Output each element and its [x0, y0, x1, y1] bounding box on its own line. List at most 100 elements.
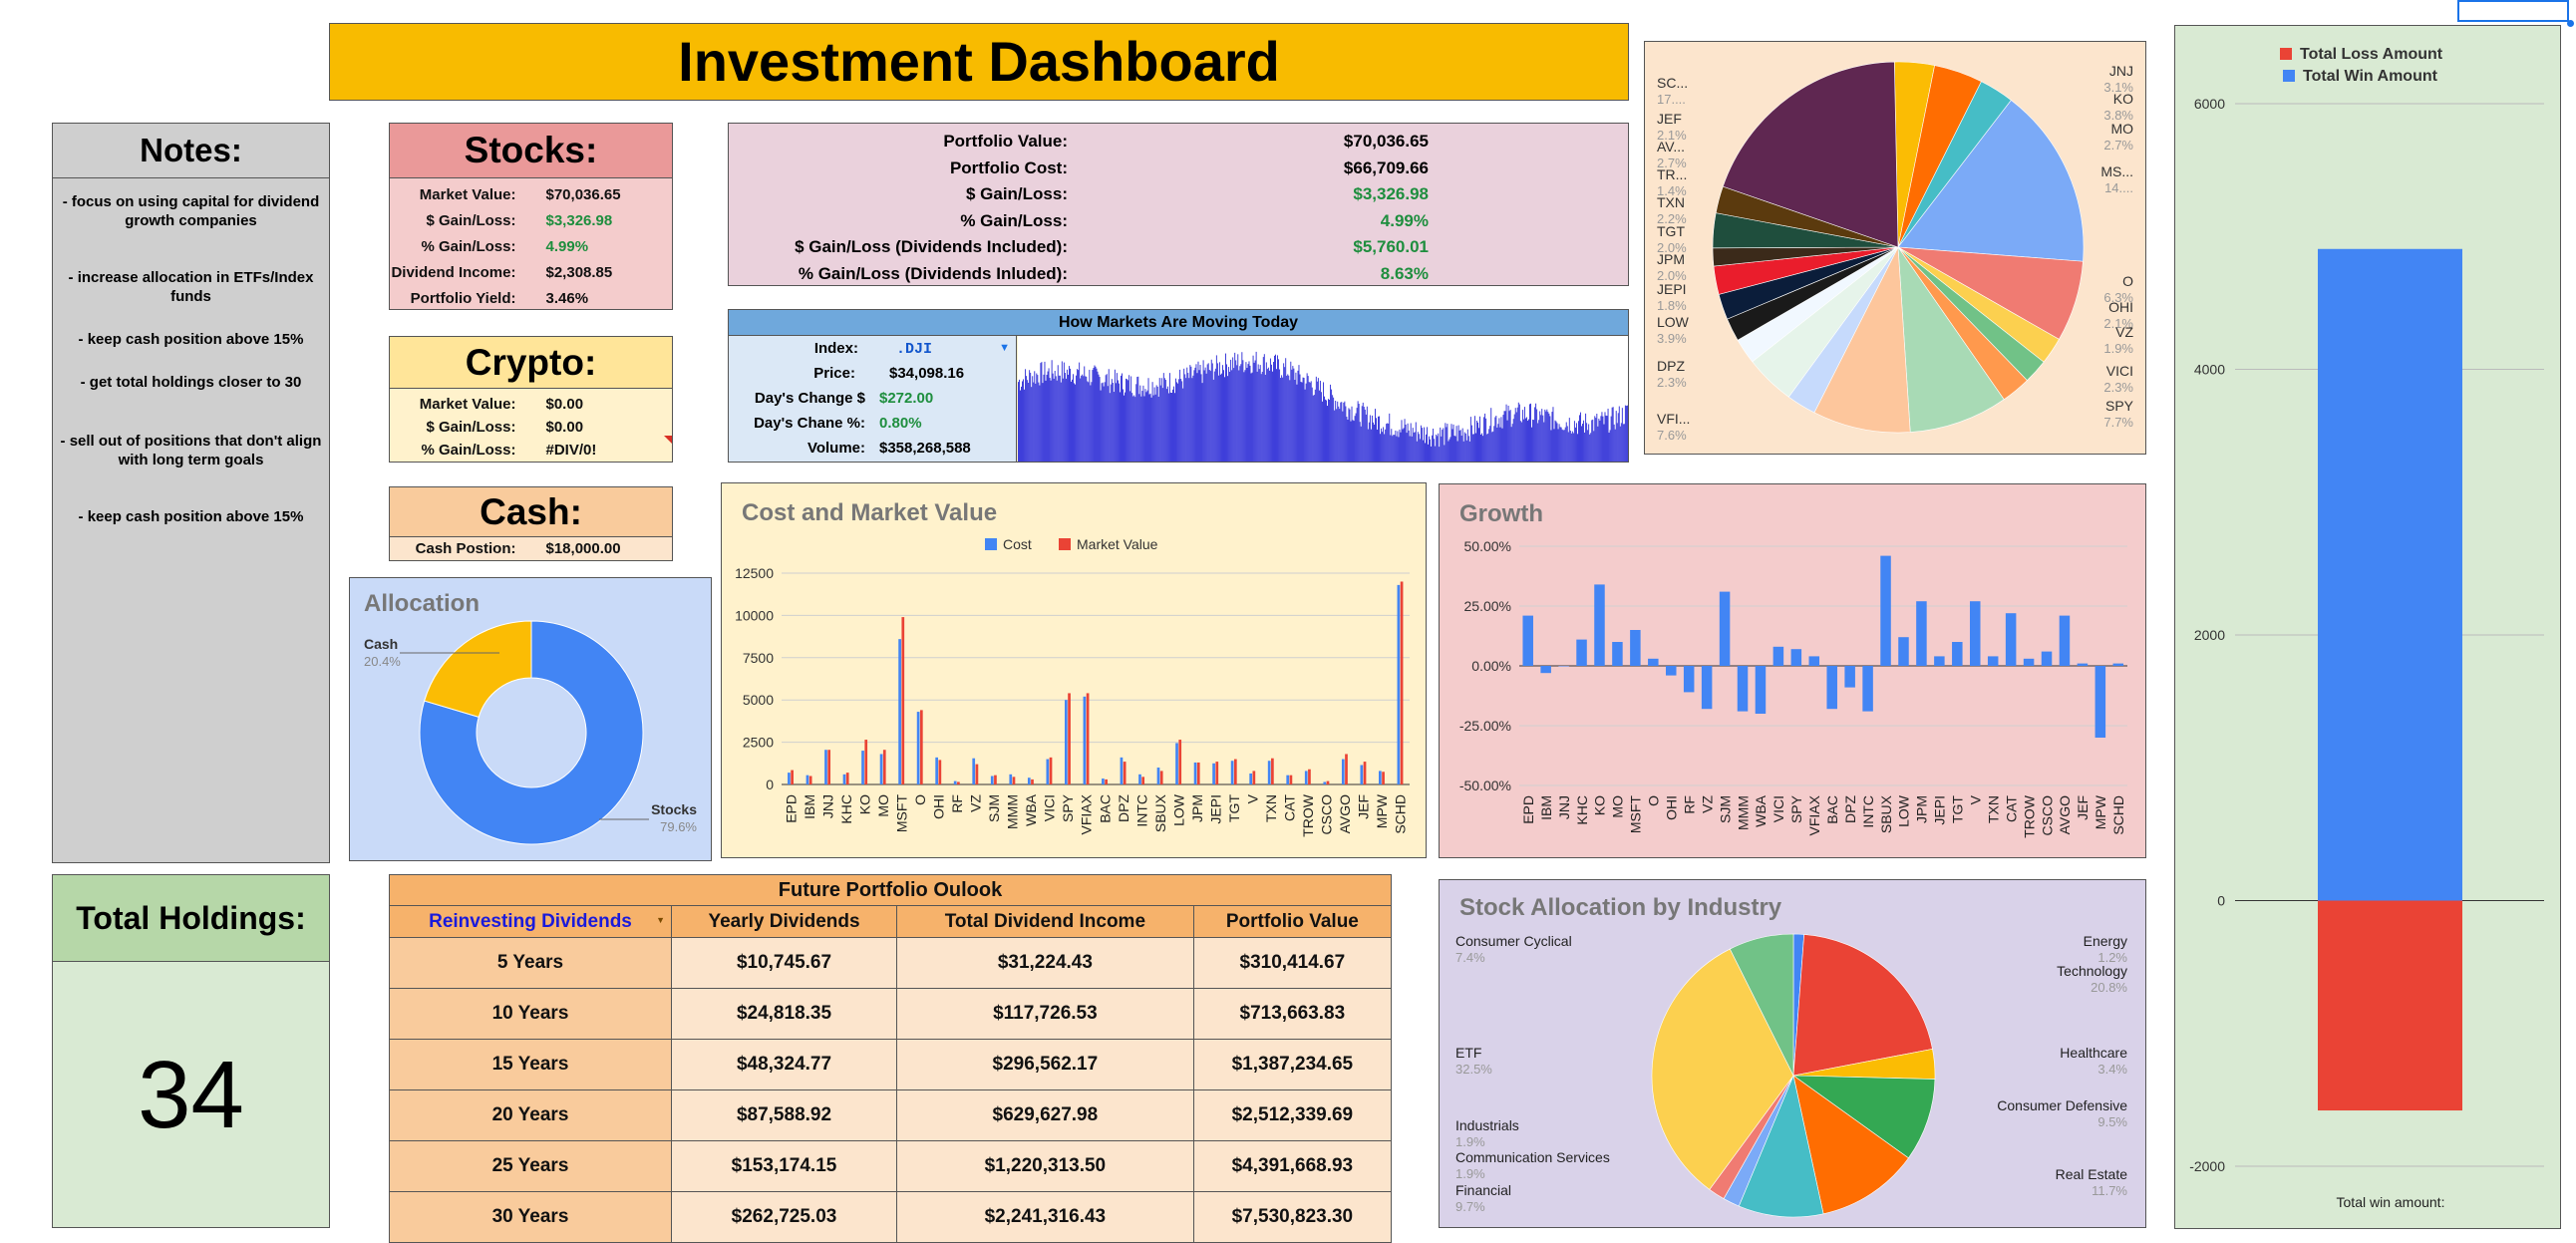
sparkline-bar — [1574, 427, 1576, 462]
holding-label: TGT — [1657, 223, 1685, 239]
sparkline-bar — [1465, 440, 1467, 462]
sparkline-bar — [1146, 390, 1148, 462]
sparkline-bar — [1379, 416, 1380, 462]
sparkline-bar — [1351, 406, 1353, 462]
bar-msft — [901, 617, 905, 784]
note-item: - sell out of positions that don't align… — [60, 433, 322, 468]
markets-panel: How Markets Are Moving Today Index: .DJI… — [728, 309, 1629, 463]
sparkline-bar — [1619, 426, 1621, 462]
holding-pct: 2.0% — [1657, 240, 1687, 255]
reinvest-dropdown[interactable]: Reinvesting Dividends ▼ — [389, 905, 672, 938]
sparkline-bar — [1110, 384, 1112, 462]
sparkline-bar — [1153, 387, 1155, 462]
sparkline-bar — [1089, 369, 1091, 462]
sparkline-bar — [1291, 369, 1293, 462]
x-tick-label: WBA — [1023, 793, 1039, 826]
industry-slice-consumer-defensive — [1792, 1075, 1936, 1159]
sparkline-bar — [1554, 420, 1556, 462]
selection-handle[interactable] — [2567, 20, 2574, 27]
sparkline-bar — [1449, 437, 1451, 462]
sparkline-bar — [1438, 433, 1440, 462]
sparkline-bar — [1182, 388, 1184, 462]
sparkline-bar — [1174, 393, 1175, 462]
sparkline-bar — [1370, 429, 1372, 462]
sparkline-bar — [1372, 422, 1374, 462]
sparkline-bar — [1376, 418, 1377, 462]
legend-label-win: Total Win Amount — [2303, 68, 2438, 85]
industry-label: Real Estate — [2056, 1166, 2128, 1182]
sparkline-bar — [1353, 421, 1355, 462]
sparkline-bar — [1210, 359, 1212, 462]
x-tick-label: LOW — [1170, 793, 1186, 826]
sparkline-bar — [1115, 383, 1117, 462]
industry-pct: 32.5% — [1455, 1062, 1492, 1077]
sparkline-bar — [1390, 435, 1392, 462]
sparkline-bar — [1502, 415, 1504, 462]
sparkline-bar — [1154, 394, 1156, 462]
sparkline-bar — [1161, 388, 1163, 462]
sparkline-bar — [1608, 433, 1610, 462]
bar-spy — [1068, 693, 1071, 784]
sparkline-bar — [1297, 370, 1299, 462]
x-tick-label: WBA — [1753, 794, 1769, 827]
bar-rf — [953, 780, 957, 784]
x-tick-label: TXN — [1985, 795, 2001, 823]
sparkline-bar — [1445, 423, 1447, 462]
market-label: Volume: — [806, 440, 865, 457]
bar-intc — [1138, 774, 1141, 784]
sparkline-bar — [1562, 430, 1564, 462]
sparkline-bar — [1126, 378, 1127, 462]
holdings-pie-chart: SC...17....JEF2.1%AV...2.7%TR...1.4%TXN2… — [1657, 61, 2134, 443]
sparkline-bar — [1538, 420, 1540, 462]
sparkline-bar — [1473, 416, 1475, 462]
sparkline-bar — [1475, 433, 1476, 462]
bar-ohi — [935, 757, 938, 784]
industry-pct: 3.4% — [2097, 1062, 2127, 1077]
sparkline-bar — [1078, 370, 1080, 462]
sparkline-bar — [1139, 385, 1141, 462]
sparkline-bar — [1179, 369, 1181, 462]
sparkline-bar — [1173, 386, 1174, 462]
sparkline-bar — [1530, 403, 1531, 462]
bar-jpm — [1193, 762, 1197, 784]
sparkline-bar — [1224, 377, 1225, 462]
sparkline-bar — [1063, 362, 1065, 462]
index-dropdown[interactable]: .DJI ▼ — [886, 336, 1016, 361]
kv-label: % Gain/Loss: — [421, 238, 516, 255]
market-sparkline — [1018, 336, 1628, 462]
sparkline-bar — [1598, 419, 1600, 462]
sparkline-bar — [1515, 412, 1517, 462]
bar-vfiax — [1086, 693, 1090, 784]
sparkline-bar — [1310, 381, 1312, 462]
sparkline-bar — [1392, 436, 1394, 462]
cell-selection-outline[interactable] — [2457, 0, 2569, 22]
sparkline-bar — [1247, 364, 1249, 462]
portfolio-value: $70,036.65 — [1343, 132, 1429, 151]
x-tick-label: O — [1646, 795, 1662, 806]
sparkline-bar — [1472, 434, 1474, 462]
sparkline-bar — [1316, 381, 1318, 462]
sparkline-bar — [1231, 370, 1233, 462]
sparkline-bar — [1027, 380, 1029, 462]
sparkline-bar — [1129, 391, 1131, 462]
kv-value: 3.46% — [545, 290, 589, 307]
sparkline-bar — [1503, 411, 1505, 462]
bar-msft — [898, 639, 901, 784]
sparkline-bar — [1393, 434, 1395, 462]
sparkline-bar — [1064, 372, 1066, 462]
x-tick-label: EPD — [1520, 795, 1536, 824]
sparkline-bar — [1463, 432, 1465, 462]
error-indicator[interactable] — [664, 436, 672, 444]
sparkline-bar — [1428, 444, 1429, 462]
sparkline-bar — [1243, 372, 1245, 462]
sparkline-bar — [1402, 429, 1404, 462]
sparkline-bar — [1587, 430, 1589, 462]
sparkline-bar — [1446, 427, 1448, 462]
sparkline-bar — [1396, 436, 1398, 462]
sparkline-bar — [1552, 407, 1554, 462]
sparkline-bar — [1384, 434, 1386, 462]
holding-pct: 3.1% — [2103, 80, 2133, 95]
x-tick-label: OHI — [931, 794, 947, 819]
sparkline-bar — [1412, 428, 1414, 462]
sparkline-bar — [1320, 392, 1322, 462]
